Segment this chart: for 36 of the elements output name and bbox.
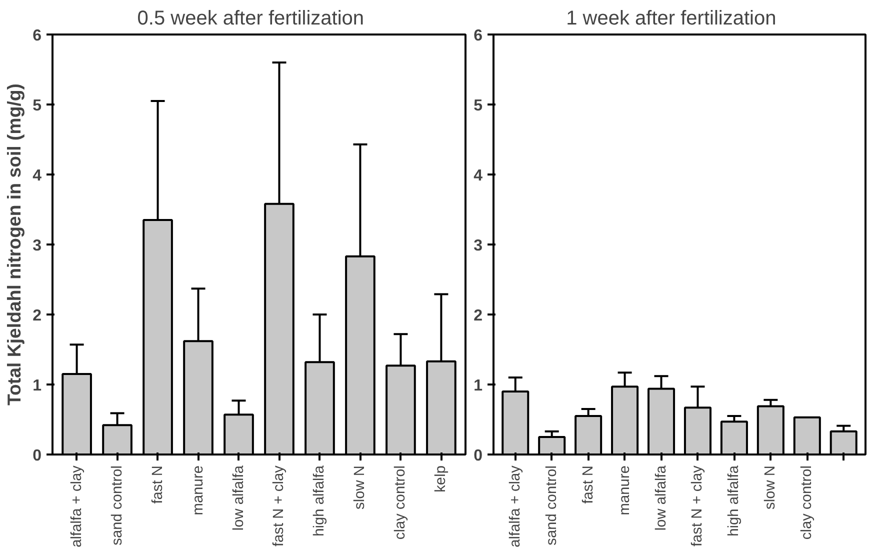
x-tick-label: clay control: [799, 465, 816, 540]
x-tick-label: clay control: [392, 465, 409, 540]
y-tick-label: 0: [474, 448, 483, 464]
x-tick-label: manure: [190, 465, 206, 516]
y-tick-label: 5: [474, 98, 483, 114]
y-tick-label: 6: [474, 28, 483, 44]
y-tick-label: 4: [32, 168, 42, 184]
y-tick-label: 6: [32, 28, 42, 44]
chart-title: 1 week after fertilization: [566, 8, 776, 30]
y-tick-label: 3: [32, 238, 42, 254]
x-tick-label: manure: [616, 465, 633, 516]
x-tick-label: fast N: [150, 466, 166, 504]
y-tick-label: 4: [474, 168, 483, 184]
y-tick-label: 3: [474, 238, 483, 254]
x-tick-label: low alfalfa: [230, 464, 247, 531]
x-tick-label: high alfalfa: [726, 464, 742, 536]
y-tick-label: 1: [32, 378, 42, 394]
y-tick-label: 5: [32, 98, 42, 114]
y-tick-label: 0: [32, 448, 42, 464]
x-tick-label: sand control: [544, 466, 560, 546]
y-tick-label: 2: [32, 308, 42, 324]
x-tick-label: sand control: [109, 466, 126, 546]
x-tick-label: low alfalfa: [653, 464, 670, 531]
chart-title: 0.5 week after fertilization: [137, 8, 364, 30]
y-axis-title: Total Kjeldahl nitrogen in soil (mg/g): [4, 84, 25, 406]
x-tick-label: high alfalfa: [312, 464, 328, 536]
y-tick-label: 1: [474, 378, 483, 394]
x-tick-label: fast N + clay: [690, 464, 706, 547]
x-tick-label: fast N + clay: [271, 464, 288, 547]
x-tick-label: slow N: [762, 465, 779, 510]
y-tick-label: 2: [474, 308, 483, 324]
x-tick-label: kelp: [433, 465, 450, 492]
x-tick-label: alfalfa + clay: [507, 464, 524, 548]
x-tick-label: fast N: [580, 466, 596, 504]
x-tick-label: slow N: [352, 465, 368, 510]
x-tick-label: alfalfa + clay: [68, 464, 85, 548]
